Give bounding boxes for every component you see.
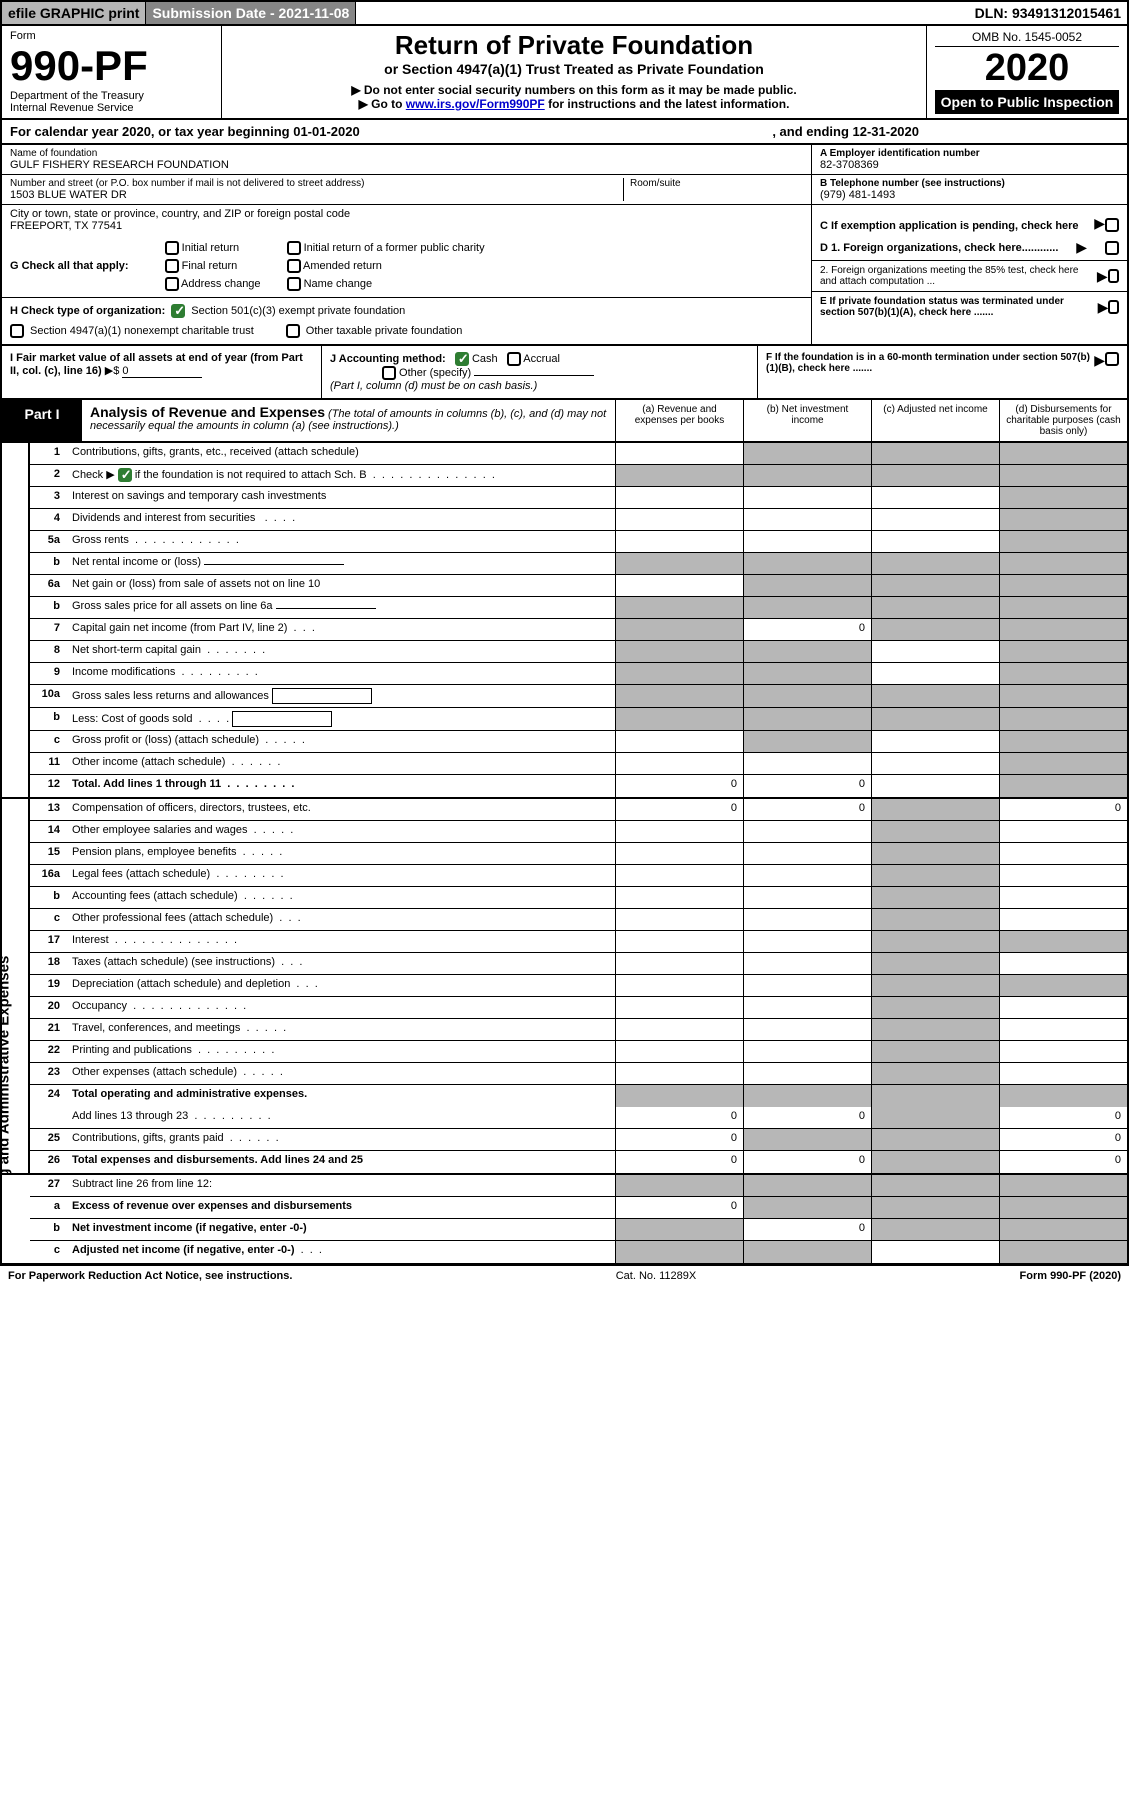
foundation-info: Name of foundation GULF FISHERY RESEARCH… [0,143,1129,235]
page-footer: For Paperwork Reduction Act Notice, see … [0,1265,1129,1286]
goto-note: ▶ Go to www.irs.gov/Form990PF for instru… [230,97,918,111]
e-cb[interactable] [1108,300,1119,314]
top-bar: efile GRAPHIC print Submission Date - 20… [0,0,1129,26]
d1-cb[interactable] [1105,241,1119,255]
amended-return-cb[interactable] [287,259,301,273]
cash-cb[interactable] [455,352,469,366]
dept-treasury: Department of the Treasury [10,90,213,102]
j-note: (Part I, column (d) must be on cash basi… [330,380,537,392]
name-change-cb[interactable] [287,277,301,291]
city-state-zip: FREEPORT, TX 77541 [10,220,803,232]
revenue-table: Revenue 1Contributions, gifts, grants, e… [0,443,1129,799]
ij-section: I Fair market value of all assets at end… [0,344,1129,400]
foundation-name: GULF FISHERY RESEARCH FOUNDATION [10,159,803,171]
501c3-cb[interactable] [171,304,185,318]
col-d-header: (d) Disbursements for charitable purpose… [999,400,1127,441]
calendar-year-row: For calendar year 2020, or tax year begi… [0,118,1129,143]
h-section: H Check type of organization: Section 50… [2,298,811,324]
form-header: Form 990-PF Department of the Treasury I… [0,26,1129,118]
dept-irs: Internal Revenue Service [10,102,213,114]
e-label: E If private foundation status was termi… [820,296,1098,318]
j-label: J Accounting method: [330,353,446,365]
other-taxable-cb[interactable] [286,324,300,338]
ein-label: A Employer identification number [820,148,1119,159]
4947a1-cb[interactable] [10,324,24,338]
g-section: G Check all that apply: Initial return F… [2,235,811,298]
col-c-header: (c) Adjusted net income [871,400,999,441]
part1-label: Part I [2,400,82,441]
form-number: 990-PF [10,42,213,90]
paperwork-notice: For Paperwork Reduction Act Notice, see … [8,1270,292,1282]
submission-date: Submission Date - 2021-11-08 [146,2,356,24]
accrual-cb[interactable] [507,352,521,366]
form-ref: Form 990-PF (2020) [1020,1270,1121,1282]
summary-table: 27Subtract line 26 from line 12: aExcess… [0,1175,1129,1265]
form-subtitle: or Section 4947(a)(1) Trust Treated as P… [230,61,918,77]
c-exemption-label: C If exemption application is pending, c… [820,220,1094,232]
d2-label: 2. Foreign organizations meeting the 85%… [820,265,1097,287]
d1-label: D 1. Foreign organizations, check here..… [820,242,1058,254]
name-label: Name of foundation [10,148,803,159]
omb-number: OMB No. 1545-0052 [935,30,1119,47]
expenses-table: Operating and Administrative Expenses 13… [0,799,1129,1175]
form990pf-link[interactable]: www.irs.gov/Form990PF [406,97,545,111]
ein-value: 82-3708369 [820,159,1119,171]
address-label: Number and street (or P.O. box number if… [10,178,623,189]
cat-no: Cat. No. 11289X [292,1270,1019,1282]
final-return-cb[interactable] [165,259,179,273]
d2-cb[interactable] [1108,269,1119,283]
f-label: F If the foundation is in a 60-month ter… [766,352,1094,374]
ssn-note: ▶ Do not enter social security numbers o… [230,83,918,97]
efile-label: efile GRAPHIC print [2,2,146,24]
room-label: Room/suite [630,178,803,189]
address-change-cb[interactable] [165,277,179,291]
col-b-header: (b) Net investment income [743,400,871,441]
i-arrow: ▶$ [105,365,120,377]
phone-value: (979) 481-1493 [820,189,1119,201]
g-label: G Check all that apply: [10,260,129,272]
c-checkbox[interactable] [1105,218,1119,232]
other-specify-cb[interactable] [382,366,396,380]
initial-return-cb[interactable] [165,241,179,255]
form-title: Return of Private Foundation [230,30,918,61]
i-value: 0 [122,365,202,378]
arrow-icon: ▶ [1094,215,1105,232]
dln-label: DLN: 93491312015461 [969,2,1127,24]
col-a-header: (a) Revenue and expenses per books [615,400,743,441]
tax-year: 2020 [935,47,1119,90]
schb-cb[interactable] [118,468,132,482]
city-label: City or town, state or province, country… [10,208,803,220]
part1-header: Part I Analysis of Revenue and Expenses … [0,400,1129,443]
phone-label: B Telephone number (see instructions) [820,178,1119,189]
street-address: 1503 BLUE WATER DR [10,189,623,201]
h-label: H Check type of organization: [10,305,165,317]
form-label: Form [10,30,213,42]
initial-former-cb[interactable] [287,241,301,255]
open-public-badge: Open to Public Inspection [935,90,1119,114]
f-cb[interactable] [1105,352,1119,366]
